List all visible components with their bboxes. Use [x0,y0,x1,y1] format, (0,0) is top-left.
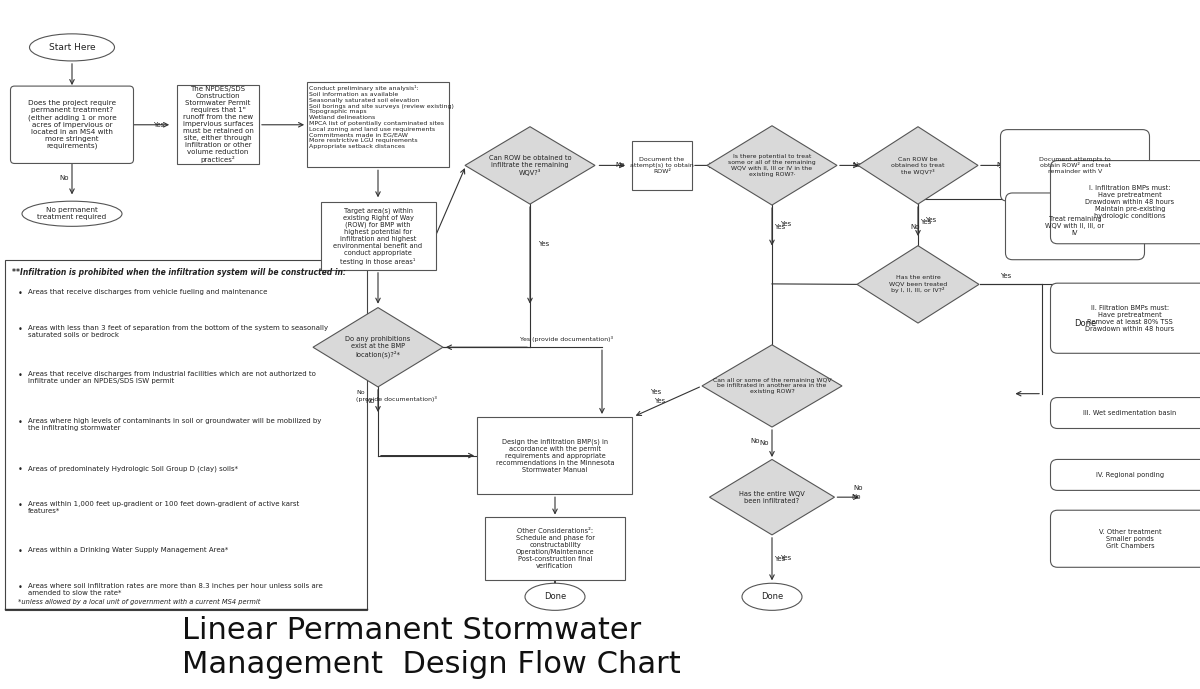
Text: •: • [18,325,23,333]
Text: Design the infiltration BMP(s) in
accordance with the permit
requirements and ap: Design the infiltration BMP(s) in accord… [496,438,614,473]
Text: III. Wet sedimentation basin: III. Wet sedimentation basin [1084,410,1177,416]
Polygon shape [858,127,978,204]
Polygon shape [702,344,842,427]
Text: The NPDES/SDS
Construction
Stormwater Permit
requires that 1"
runoff from the ne: The NPDES/SDS Construction Stormwater Pe… [182,86,253,163]
Text: Done: Done [761,593,784,601]
Text: Areas of predominately Hydrologic Soil Group D (clay) soils*: Areas of predominately Hydrologic Soil G… [28,465,238,472]
Text: No: No [59,176,68,181]
Text: •: • [18,289,23,298]
Text: Target area(s) within
existing Right of Way
(ROW) for BMP with
highest potential: Target area(s) within existing Right of … [334,207,422,265]
Ellipse shape [1052,309,1117,337]
Text: Is there potential to treat
some or all of the remaining
WQV with II, III or IV : Is there potential to treat some or all … [728,154,816,176]
Text: No permanent
treatment required: No permanent treatment required [37,207,107,220]
FancyBboxPatch shape [11,86,133,163]
Text: Done: Done [1074,318,1096,327]
Text: Yes: Yes [1000,273,1012,278]
FancyBboxPatch shape [1050,460,1200,491]
Text: Yes: Yes [650,389,661,395]
FancyBboxPatch shape [1050,161,1200,244]
FancyBboxPatch shape [1006,193,1145,260]
Text: Areas where high levels of contaminants in soil or groundwater will be mobilized: Areas where high levels of contaminants … [28,418,322,431]
Text: IV. Regional ponding: IV. Regional ponding [1096,472,1164,478]
Text: Document attempts to
obtain ROW² and treat
remainder with V: Document attempts to obtain ROW² and tre… [1039,157,1111,174]
Text: Other Considerations²:
Schedule and phase for
constructability
Operation/Mainten: Other Considerations²: Schedule and phas… [516,528,594,569]
Polygon shape [313,307,443,387]
Text: No: No [750,438,760,444]
Text: Yes: Yes [774,556,786,562]
Polygon shape [707,126,836,205]
Text: Yes (provide documentation)³: Yes (provide documentation)³ [520,336,613,342]
Text: •: • [18,418,23,427]
Text: No
(provide documentation)³: No (provide documentation)³ [356,391,437,402]
Text: Yes: Yes [654,398,665,404]
Text: Can ROW be obtained to
infiltrate the remaining
WQV?³: Can ROW be obtained to infiltrate the re… [488,155,571,176]
Ellipse shape [526,584,586,610]
Text: Can all or some of the remaining WQV
be infiltrated in another area in the
exist: Can all or some of the remaining WQV be … [713,378,832,394]
Text: No: No [853,485,863,491]
Text: Conduct preliminary site analysis¹:
Soil information as available
Seasonally sat: Conduct preliminary site analysis¹: Soil… [310,85,454,149]
FancyBboxPatch shape [478,417,632,494]
Text: Yes: Yes [920,218,931,225]
Text: •: • [18,583,23,592]
Text: Treat remaining
WQV with II, III, or
IV: Treat remaining WQV with II, III, or IV [1045,216,1104,236]
Text: Document the
attempt(s) to obtain
ROW²: Document the attempt(s) to obtain ROW² [630,157,694,174]
Ellipse shape [22,201,122,227]
Text: •: • [18,465,23,474]
Text: Has the entire WQV
been infiltrated?: Has the entire WQV been infiltrated? [739,491,805,504]
Text: Done: Done [544,593,566,601]
FancyBboxPatch shape [632,141,692,189]
Text: Can ROW be
obtained to treat
the WQV?³: Can ROW be obtained to treat the WQV?³ [892,157,944,174]
Text: Areas where soil infiltration rates are more than 8.3 inches per hour unless soi: Areas where soil infiltration rates are … [28,583,323,596]
Text: Areas that receive discharges from industrial facilities which are not authorize: Areas that receive discharges from indus… [28,371,316,384]
Text: Start Here: Start Here [49,43,95,52]
Text: Has the entire
WQV been treated
by I, II, III, or IV?²: Has the entire WQV been treated by I, II… [889,276,947,294]
Text: Yes: Yes [925,216,936,223]
FancyBboxPatch shape [320,202,436,270]
FancyBboxPatch shape [485,517,625,580]
Text: Yes: Yes [774,224,786,230]
Text: Yes: Yes [780,555,791,561]
Text: •: • [18,548,23,557]
FancyBboxPatch shape [307,82,449,167]
Text: Do any prohibitions
exist at the BMP
location(s)?²*: Do any prohibitions exist at the BMP loc… [346,336,410,358]
Text: Linear Permanent Stormwater
Management  Design Flow Chart: Linear Permanent Stormwater Management D… [182,616,680,679]
Text: Areas within 1,000 feet up-gradient or 100 feet down-gradient of active karst
fe: Areas within 1,000 feet up-gradient or 1… [28,500,299,513]
Text: I. Infiltration BMPs must:
Have pretreatment
Drawdown within 48 hours
Maintain p: I. Infiltration BMPs must: Have pretreat… [1086,185,1175,219]
Text: Yes: Yes [538,240,550,247]
Text: Areas with less than 3 feet of separation from the bottom of the system to seaso: Areas with less than 3 feet of separatio… [28,325,328,338]
Text: V. Other treatment
Smaller ponds
Grit Chambers: V. Other treatment Smaller ponds Grit Ch… [1099,528,1162,548]
Ellipse shape [30,34,114,61]
Text: Areas within a Drinking Water Supply Management Area*: Areas within a Drinking Water Supply Man… [28,548,228,553]
Ellipse shape [742,584,802,610]
Text: •: • [18,500,23,510]
Text: II. Filtration BMPs must:
Have pretreatment
Remove at least 80% TSS
Drawdown wit: II. Filtration BMPs must: Have pretreatm… [1086,305,1175,331]
Text: No: No [853,163,863,168]
Text: No: No [616,163,625,168]
Text: •: • [18,371,23,380]
Text: **Infiltration is prohibited when the infiltration system will be constructed in: **Infiltration is prohibited when the in… [12,268,346,277]
FancyBboxPatch shape [1001,130,1150,201]
Text: Areas that receive discharges from vehicle fueling and maintenance: Areas that receive discharges from vehic… [28,289,268,295]
Text: Yes: Yes [154,122,164,127]
FancyBboxPatch shape [1050,398,1200,429]
FancyBboxPatch shape [178,85,259,165]
Text: *unless allowed by a local unit of government with a current MS4 permit: *unless allowed by a local unit of gover… [18,599,260,605]
Polygon shape [857,246,979,323]
Text: No: No [365,398,374,404]
Text: No: No [760,440,769,446]
Text: No: No [910,224,919,230]
FancyBboxPatch shape [1050,283,1200,353]
Text: Does the project require
permanent treatment?
(either adding 1 or more
acres of : Does the project require permanent treat… [28,101,116,150]
FancyBboxPatch shape [1050,511,1200,567]
Text: No: No [852,494,862,500]
Polygon shape [709,460,834,535]
Polygon shape [464,127,595,204]
Text: No: No [996,163,1006,168]
Text: Yes: Yes [780,221,791,227]
FancyBboxPatch shape [5,260,367,610]
